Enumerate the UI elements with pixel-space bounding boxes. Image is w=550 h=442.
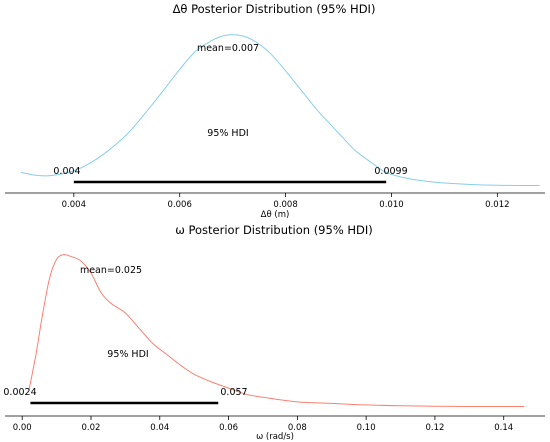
omega-mean-label: mean=0.025	[80, 265, 142, 276]
x-tick-label: 0.008	[273, 200, 297, 210]
delta-theta-x-axis-label: Δθ (m)	[261, 210, 290, 220]
x-tick-label: 0.00	[13, 423, 32, 433]
delta-theta-hdi-low-label: 0.004	[53, 166, 80, 177]
x-tick-label: 0.012	[485, 200, 509, 210]
x-tick-label: 0.08	[288, 423, 307, 433]
omega-hdi-low-label: 0.0024	[3, 387, 36, 398]
x-tick-label: 0.04	[150, 423, 169, 433]
x-tick-label: 0.010	[379, 200, 403, 210]
x-tick-label: 0.006	[168, 200, 192, 210]
delta-theta-hdi-label: 95% HDI	[207, 128, 248, 139]
x-tick-label: 0.06	[219, 423, 238, 433]
omega-panel: ω Posterior Distribution (95% HDI) mean=…	[3, 223, 545, 442]
omega-x-ticks: 0.00 0.02 0.04 0.06 0.08 0.10 0.12 0.14	[13, 416, 513, 433]
delta-theta-title: Δθ Posterior Distribution (95% HDI)	[173, 2, 376, 16]
delta-theta-panel: Δθ Posterior Distribution (95% HDI) mean…	[5, 2, 545, 220]
x-tick-label: 0.02	[82, 423, 101, 433]
x-tick-label: 0.004	[62, 200, 86, 210]
omega-title: ω Posterior Distribution (95% HDI)	[175, 223, 373, 237]
x-tick-label: 0.10	[357, 423, 376, 433]
delta-theta-x-ticks: 0.004 0.006 0.008 0.010 0.012	[62, 193, 510, 210]
delta-theta-hdi-high-label: 0.0099	[374, 166, 407, 177]
x-tick-label: 0.14	[494, 423, 513, 433]
delta-theta-density-curve	[20, 34, 540, 187]
delta-theta-mean-label: mean=0.007	[197, 43, 259, 54]
omega-hdi-high-label: 0.057	[220, 387, 247, 398]
omega-hdi-label: 95% HDI	[107, 349, 148, 360]
omega-x-axis-label: ω (rad/s)	[256, 432, 294, 442]
x-tick-label: 0.12	[425, 423, 444, 433]
omega-density-curve	[28, 254, 525, 407]
